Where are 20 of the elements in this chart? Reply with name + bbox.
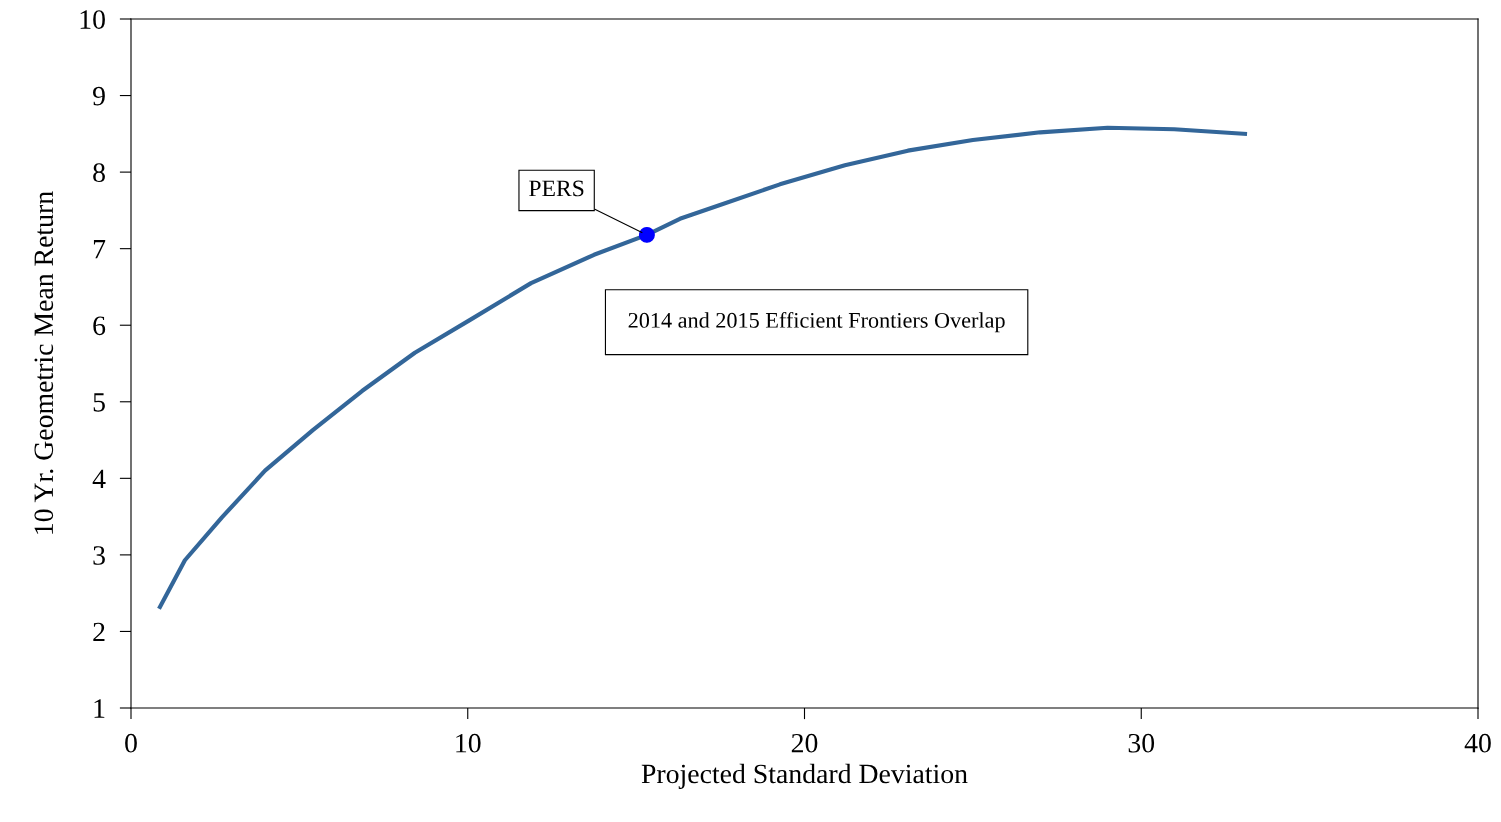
x-tick-label: 20: [791, 733, 818, 753]
y-tick-label: 7: [93, 240, 106, 259]
x-tick-label: 40: [1464, 733, 1491, 753]
text: PERS: [529, 180, 584, 197]
y-tick-label: 5: [93, 393, 105, 412]
y-tick-label: 9: [93, 86, 105, 106]
x-tick-label: 10: [456, 733, 481, 753]
y-tick-label: 2: [93, 622, 105, 642]
x-tick-label: 30: [1128, 733, 1155, 753]
y-tick-label: 1: [94, 699, 105, 718]
line-series: [157, 125, 1248, 610]
y-axis-title: 10 Yr. Geometric Mean Return: [34, 191, 54, 534]
x-tick-label: 0: [125, 733, 137, 753]
y-tick-label: 6: [93, 316, 106, 336]
annotation: 2014 and 2015 Efficient Frontiers Overlap: [628, 311, 1005, 333]
y-tick-label: 10: [80, 10, 105, 29]
x-axis-title: Projected Standard Deviation: [641, 763, 968, 789]
y-tick-label: 4: [92, 469, 106, 488]
y-tick-label: 8: [93, 163, 105, 183]
y-tick-label: 3: [93, 546, 105, 565]
